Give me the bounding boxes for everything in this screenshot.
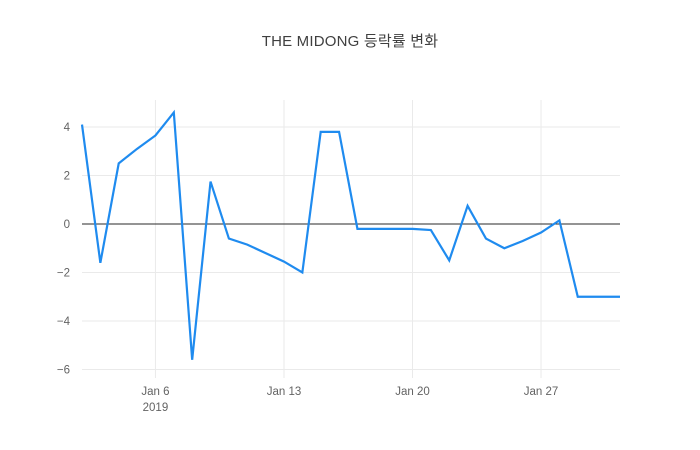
y-axis-tick-label: −2 [57, 268, 70, 280]
chart-title: THE MIDONG 등락률 변화 [261, 33, 439, 50]
y-axis-tick-label: −6 [57, 365, 70, 377]
x-axis-tick-label: Jan 13 [267, 386, 302, 398]
x-axis-ticks: Jan 6 2019 Jan 13 Jan 20 Jan 27 [141, 386, 558, 414]
x-axis-tick-label: Jan 6 [141, 386, 169, 398]
x-axis-year-label: 2019 [143, 402, 169, 414]
y-axis-tick-label: 0 [64, 219, 70, 231]
x-axis-tick-label: Jan 20 [395, 386, 430, 398]
y-axis-tick-label: 4 [64, 122, 71, 134]
x-axis-tick-label: Jan 27 [524, 386, 559, 398]
grid-lines [82, 100, 620, 378]
data-series-line [80, 109, 620, 360]
y-axis-tick-label: −4 [57, 316, 71, 328]
y-axis-ticks: 4 2 0 −2 −4 −6 [57, 122, 71, 377]
y-axis-tick-label: 2 [64, 171, 70, 183]
